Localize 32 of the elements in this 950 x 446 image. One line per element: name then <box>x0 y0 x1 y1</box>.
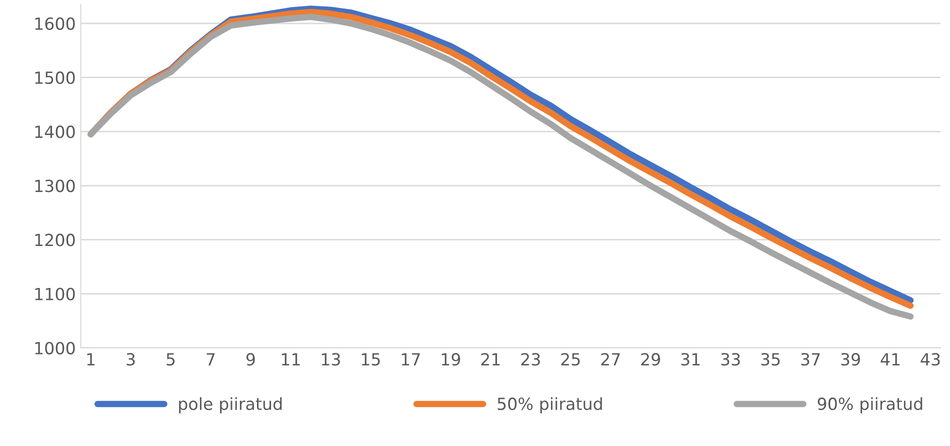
x-tick-label: 21 <box>481 353 500 366</box>
x-tick-label: 9 <box>246 353 255 366</box>
y-tick-label: 1100 <box>35 288 75 300</box>
x-tick-label: 3 <box>126 353 135 366</box>
x-tick-label: 31 <box>681 353 700 366</box>
x-tick-label: 11 <box>282 353 300 366</box>
x-tick-label: 13 <box>322 353 340 366</box>
y-tick-label: 1200 <box>35 234 75 246</box>
x-tick-label: 19 <box>442 353 460 366</box>
x-tick-label: 29 <box>641 353 660 366</box>
x-tick-label: 23 <box>521 353 540 366</box>
legend-label: 90% piiratud <box>818 397 922 414</box>
legend-label: 50% piiratud <box>498 397 602 414</box>
legend-label: pole piiratud <box>179 397 282 414</box>
x-tick-label: 41 <box>880 353 900 366</box>
x-tick-label: 15 <box>362 353 380 366</box>
y-tick-label: 1400 <box>35 126 75 138</box>
x-tick-label: 33 <box>721 353 740 366</box>
y-tick-label: 1300 <box>35 180 75 192</box>
x-tick-label: 27 <box>601 353 620 366</box>
x-tick-label: 39 <box>841 353 860 366</box>
x-tick-label: 35 <box>761 353 780 366</box>
x-tick-label: 7 <box>206 353 215 366</box>
x-tick-label: 1 <box>87 353 95 366</box>
y-tick-label: 1000 <box>35 342 75 354</box>
x-tick-label: 43 <box>920 353 940 366</box>
y-tick-label: 1600 <box>35 17 75 30</box>
x-tick-label: 17 <box>402 353 420 366</box>
x-tick-label: 5 <box>166 353 175 366</box>
x-tick-label: 37 <box>801 353 820 366</box>
y-tick-label: 1500 <box>35 71 75 84</box>
x-tick-label: 25 <box>561 353 580 366</box>
